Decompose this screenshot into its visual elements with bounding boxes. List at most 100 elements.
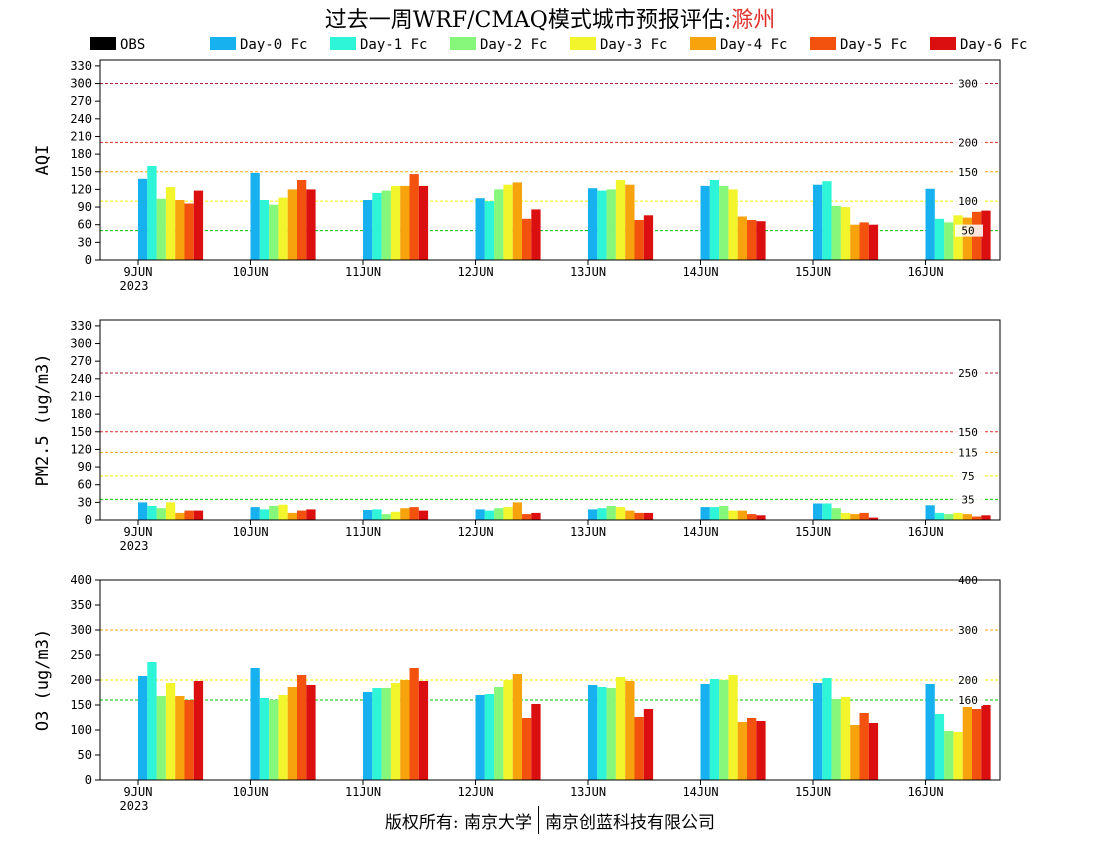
legend-swatch (330, 37, 356, 50)
threshold-label-bg (955, 446, 983, 459)
y-tick-label: 350 (70, 598, 92, 612)
bar (372, 688, 382, 780)
bar (709, 180, 720, 260)
bar (634, 717, 644, 780)
y-tick-label: 180 (70, 407, 92, 421)
bar (597, 687, 607, 780)
bar (859, 512, 869, 520)
legend-label: OBS (120, 37, 145, 53)
x-tick-label: 11JUN (345, 785, 381, 799)
bar (259, 698, 270, 780)
footer-separator (538, 805, 540, 834)
bar (822, 678, 832, 780)
x-tick-label: 12JUN (457, 525, 493, 539)
legend-label: Day-1 Fc (360, 37, 427, 53)
y-tick-label: 100 (70, 723, 92, 737)
bar (184, 700, 194, 780)
bar (925, 188, 935, 260)
y-tick-label: 270 (70, 94, 92, 108)
bar (615, 507, 626, 520)
bar (588, 188, 598, 260)
y-axis-title: AQI (33, 145, 53, 176)
threshold-label: 160 (958, 694, 978, 707)
x-tick-label: 16JUN (907, 785, 943, 799)
bar (840, 207, 851, 260)
bar (147, 662, 157, 780)
y-tick-label: 90 (78, 460, 92, 474)
x-tick-label: 13JUN (570, 265, 606, 279)
x-tick-label: 12JUN (457, 265, 493, 279)
bar (400, 508, 410, 520)
x-tick-label: 15JUN (795, 525, 831, 539)
y-tick-label: 330 (70, 59, 92, 73)
chart-title-city: 滁州 (731, 8, 776, 33)
bar (934, 218, 945, 260)
y-tick-label: 150 (70, 165, 92, 179)
bar (363, 692, 373, 780)
bar (259, 509, 270, 520)
bar (634, 512, 644, 520)
copyright-footer: 版权所有: 南京大学 南京创蓝科技有限公司 (0, 805, 1100, 838)
bar (813, 503, 823, 520)
x-tick-label: 13JUN (570, 785, 606, 799)
bar (494, 687, 504, 780)
x-tick-label: 10JUN (232, 265, 268, 279)
bar (615, 677, 626, 780)
bar (737, 722, 747, 780)
bar (944, 514, 954, 520)
bar (756, 515, 766, 520)
x-tick-label: 15JUN (795, 265, 831, 279)
bar (953, 732, 963, 780)
bar (972, 516, 982, 520)
bar (494, 508, 504, 520)
legend-swatch (930, 37, 956, 50)
threshold-label-bg (955, 136, 983, 149)
bar (850, 514, 860, 520)
bar (719, 185, 729, 260)
bar (531, 704, 541, 780)
bar (962, 514, 972, 520)
threshold-label-bg (955, 694, 983, 706)
threshold-label: 150 (958, 426, 978, 439)
bar (306, 189, 316, 260)
bar (475, 198, 485, 260)
bar (868, 517, 879, 520)
y-tick-label: 250 (70, 648, 92, 662)
bar (944, 731, 954, 780)
x-tick-label: 14JUN (682, 265, 718, 279)
bar (165, 187, 176, 260)
threshold-label-bg (955, 77, 983, 90)
y-tick-label: 210 (70, 389, 92, 403)
bar (597, 508, 607, 520)
bar (813, 683, 823, 780)
x-tick-label: 10JUN (232, 525, 268, 539)
y-tick-label: 180 (70, 147, 92, 161)
y-tick-label: 300 (70, 77, 92, 91)
bar (297, 180, 307, 260)
bar (287, 189, 297, 260)
bar (184, 203, 194, 260)
threshold-label: 100 (958, 195, 978, 208)
y-tick-label: 400 (70, 573, 92, 587)
bar (175, 696, 185, 780)
y-tick-label: 0 (85, 773, 92, 787)
bar (156, 198, 166, 260)
y-tick-label: 60 (78, 478, 92, 492)
threshold-label: 300 (958, 624, 978, 637)
bar (962, 707, 972, 780)
bar (165, 683, 176, 780)
x-year-label: 2023 (120, 279, 149, 293)
bar (719, 680, 729, 780)
bar (165, 502, 176, 520)
bar (709, 507, 720, 520)
bar (306, 685, 316, 780)
bar (934, 714, 945, 780)
bar (981, 705, 991, 780)
bar (184, 510, 194, 520)
bar (634, 220, 644, 260)
bar (418, 681, 429, 780)
bar (728, 510, 738, 520)
y-tick-label: 150 (70, 698, 92, 712)
bar (418, 510, 429, 520)
